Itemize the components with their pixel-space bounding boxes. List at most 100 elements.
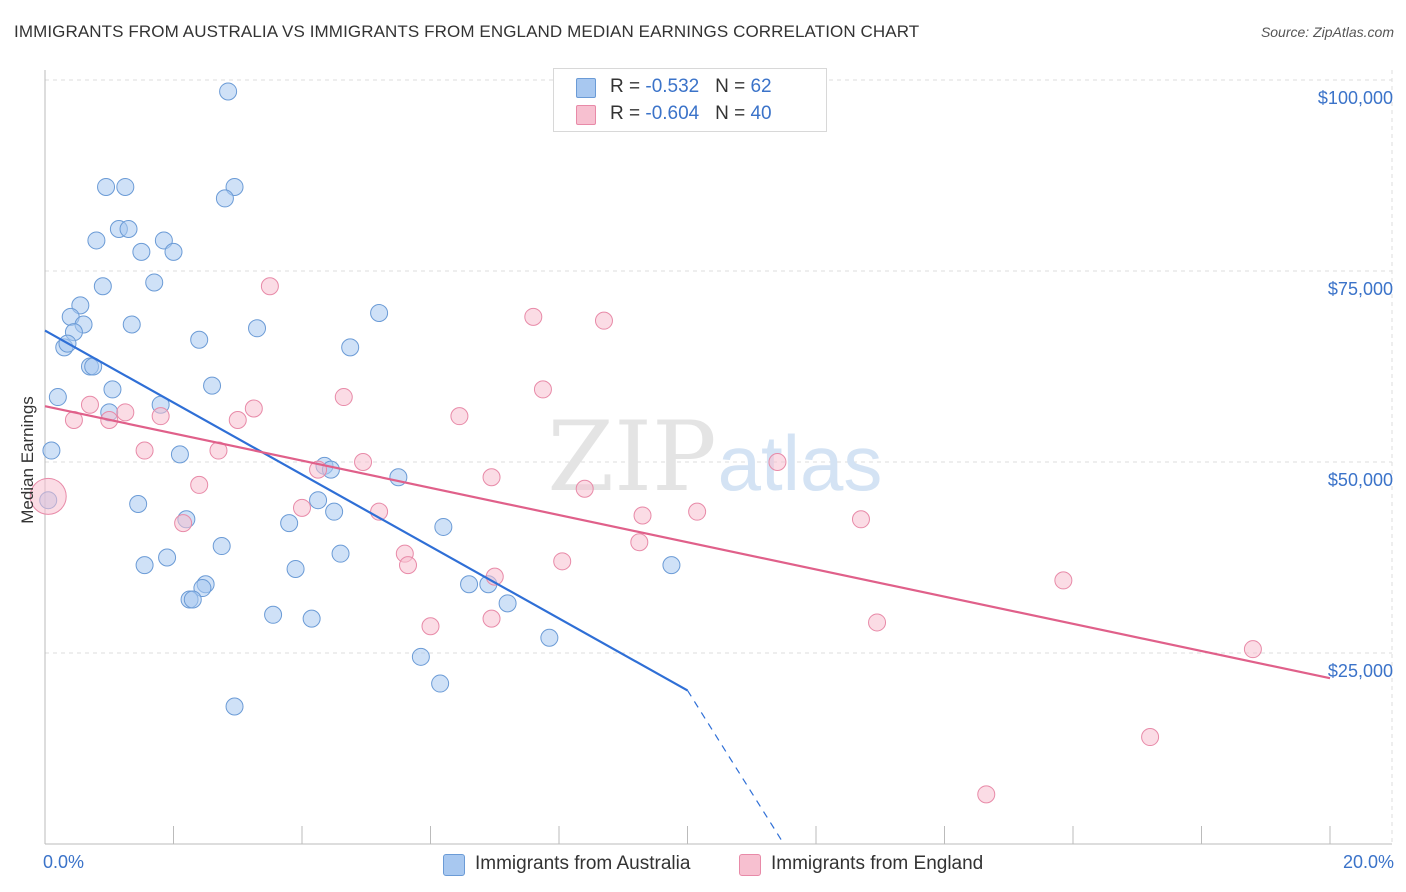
point-australia bbox=[154, 231, 173, 250]
point-australia bbox=[87, 231, 106, 250]
point-australia bbox=[183, 590, 202, 609]
bottom-legend-swatch-australia bbox=[443, 854, 465, 876]
point-australia bbox=[540, 628, 559, 647]
point-england bbox=[354, 453, 373, 471]
point-england bbox=[190, 475, 209, 494]
point-england bbox=[450, 407, 469, 426]
point-australia bbox=[145, 273, 164, 292]
trend-line-australia bbox=[44, 329, 689, 692]
watermark-zip: ZIP bbox=[547, 401, 716, 513]
point-australia bbox=[225, 177, 244, 196]
point-england bbox=[553, 552, 572, 571]
legend-n-australia: 62 bbox=[750, 76, 772, 97]
point-england bbox=[633, 506, 652, 525]
bottom-legend-swatch-england bbox=[739, 854, 761, 876]
point-australia bbox=[116, 177, 135, 196]
point-australia bbox=[309, 491, 328, 510]
point-australia bbox=[97, 177, 116, 196]
point-england bbox=[868, 613, 887, 632]
point-england bbox=[421, 617, 440, 636]
point-australia bbox=[122, 315, 141, 334]
point-australia bbox=[225, 697, 244, 716]
y-tick-label: $75,000 bbox=[1328, 279, 1393, 299]
point-australia bbox=[170, 445, 189, 464]
bottom-legend-label-australia: Immigrants from Australia bbox=[475, 853, 691, 874]
point-australia bbox=[286, 559, 305, 578]
point-england bbox=[533, 380, 552, 399]
point-australia bbox=[119, 219, 138, 238]
point-australia bbox=[129, 495, 148, 514]
point-australia bbox=[434, 517, 453, 536]
point-australia bbox=[212, 537, 231, 556]
point-australia bbox=[662, 556, 681, 575]
point-england bbox=[151, 407, 170, 426]
point-england bbox=[174, 514, 193, 533]
legend-swatch-australia bbox=[576, 78, 596, 98]
trend-line-australia-extension bbox=[686, 690, 785, 845]
point-australia bbox=[280, 514, 299, 533]
point-england bbox=[594, 311, 613, 330]
point-england bbox=[575, 479, 594, 498]
point-england bbox=[260, 277, 279, 296]
legend-swatch-england bbox=[576, 105, 596, 125]
point-england bbox=[768, 453, 787, 471]
point-england bbox=[851, 510, 870, 529]
y-tick-label: $50,000 bbox=[1328, 470, 1393, 490]
point-england bbox=[482, 468, 501, 487]
point-australia bbox=[164, 242, 183, 261]
point-australia bbox=[460, 575, 479, 594]
chart-title: IMMIGRANTS FROM AUSTRALIA VS IMMIGRANTS … bbox=[14, 22, 920, 41]
point-australia bbox=[431, 674, 450, 693]
point-australia bbox=[203, 376, 222, 395]
point-england bbox=[1141, 728, 1160, 747]
point-england bbox=[116, 403, 135, 422]
x-tick-max: 20.0% bbox=[1342, 852, 1394, 872]
point-england bbox=[977, 785, 996, 804]
point-australia bbox=[48, 388, 67, 407]
trend-lines bbox=[44, 329, 1331, 845]
point-australia bbox=[193, 579, 212, 598]
point-australia bbox=[248, 319, 267, 338]
watermark-atlas: atlas bbox=[718, 419, 883, 507]
point-australia bbox=[132, 242, 151, 261]
scatter-points bbox=[29, 82, 1262, 804]
y-axis-label: Median Earnings bbox=[18, 396, 37, 524]
point-england bbox=[482, 609, 501, 628]
point-england bbox=[524, 307, 543, 326]
stats-legend: R = -0.532 N = 62 R = -0.604 N = 40 bbox=[553, 68, 827, 132]
point-australia bbox=[302, 609, 321, 628]
chart-source: Source: ZipAtlas.com bbox=[1260, 24, 1394, 40]
point-australia bbox=[325, 502, 344, 521]
point-australia bbox=[215, 189, 234, 208]
point-australia bbox=[331, 544, 350, 563]
point-england bbox=[630, 533, 649, 552]
axes bbox=[44, 70, 1392, 845]
point-australia bbox=[411, 647, 430, 666]
point-australia bbox=[370, 304, 389, 323]
point-england bbox=[1054, 571, 1073, 590]
point-england bbox=[1243, 640, 1262, 659]
y-tick-labels: $25,000 $50,000 $75,000 $100,000 bbox=[1318, 88, 1393, 681]
legend-r-australia: -0.532 bbox=[645, 76, 700, 97]
legend-r-england: -0.604 bbox=[645, 103, 700, 124]
point-australia bbox=[42, 441, 61, 460]
point-australia bbox=[190, 330, 209, 349]
y-tick-label: $25,000 bbox=[1328, 661, 1393, 681]
x-tick-min: 0.0% bbox=[43, 852, 85, 872]
point-england bbox=[293, 498, 311, 517]
bottom-legend-label-england: Immigrants from England bbox=[771, 853, 984, 874]
point-england bbox=[334, 388, 353, 407]
point-england bbox=[135, 441, 154, 460]
point-england bbox=[399, 556, 418, 575]
grid-lines bbox=[45, 70, 1393, 844]
point-england bbox=[244, 399, 263, 418]
point-australia bbox=[135, 556, 154, 575]
point-australia bbox=[103, 380, 122, 399]
point-australia bbox=[71, 296, 90, 315]
point-australia bbox=[158, 548, 177, 567]
point-australia bbox=[93, 277, 112, 296]
point-australia bbox=[219, 82, 238, 101]
watermark: ZIP atlas bbox=[547, 401, 882, 513]
point-australia bbox=[498, 594, 517, 613]
